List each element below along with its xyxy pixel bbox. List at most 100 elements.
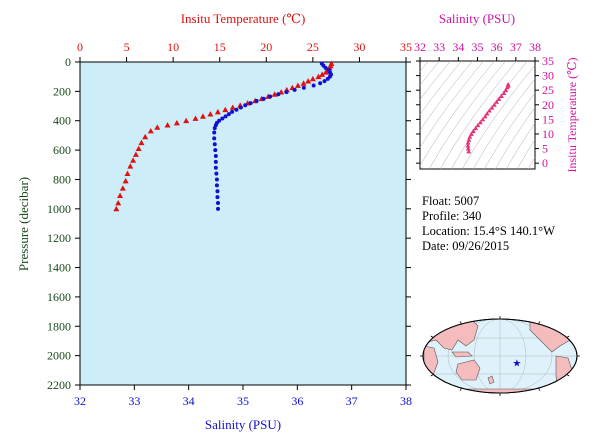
ts-salinity-tick-label: 35 <box>472 40 484 54</box>
salinity-point <box>216 200 221 205</box>
ts-temperature-tick-label: 15 <box>542 112 554 126</box>
ts-density-contour <box>420 61 429 72</box>
map-land-new-zealand <box>487 375 495 385</box>
ts-plot-area <box>419 60 536 170</box>
ts-salinity-tick-label: 34 <box>452 40 464 54</box>
ts-point <box>465 146 471 151</box>
ts-point <box>465 140 471 145</box>
salinity-tick-label: 37 <box>346 394 358 408</box>
ts-point <box>482 114 488 119</box>
ts-point <box>491 102 497 107</box>
salinity-point <box>292 87 297 92</box>
ts-point <box>467 134 473 139</box>
ts-point <box>473 125 478 131</box>
salinity-point <box>226 112 231 117</box>
pressure-tick-label: 200 <box>53 84 71 98</box>
ts-salinity-tick-label: 33 <box>433 40 445 54</box>
map-edge-ticks <box>420 316 580 396</box>
temperature-tick-label: 5 <box>124 40 130 54</box>
salinity-point <box>214 183 219 188</box>
ts-point <box>465 143 471 148</box>
map-edge-tick <box>538 321 541 325</box>
temperature-point <box>142 133 149 140</box>
temperature-point <box>222 106 229 113</box>
salinity-tick-label: 38 <box>400 394 412 408</box>
ts-density-contours <box>420 61 535 169</box>
ts-temperature-tick-label: 0 <box>542 156 548 170</box>
temperature-point <box>207 111 214 117</box>
ts-density-contour <box>420 61 473 131</box>
ts-density-contour <box>420 61 462 115</box>
temperature-point <box>154 124 161 130</box>
salinity-point <box>213 148 218 153</box>
temperature-point <box>199 113 206 119</box>
ts-density-contour <box>462 64 535 169</box>
salinity-point <box>234 107 239 112</box>
temperature-tick-label: 25 <box>307 40 319 54</box>
pressure-axis-title: Pressure (decibar) <box>16 177 31 271</box>
salinity-point <box>213 159 218 164</box>
profile-ticks: 0200400600800100012001400160018002000220… <box>47 40 412 408</box>
ts-salinity-axis-title: Salinity (PSU) <box>439 11 515 26</box>
temperature-point <box>173 119 180 126</box>
pressure-tick-label: 800 <box>53 172 71 186</box>
map-land-australia <box>455 359 481 381</box>
temperature-point <box>138 139 145 146</box>
temperature-point <box>214 108 221 115</box>
ts-point <box>494 99 500 104</box>
salinity-point <box>215 189 220 194</box>
temperature-point <box>300 80 307 86</box>
profile-number-text: Profile: 340 <box>422 209 482 223</box>
temperature-point <box>124 170 131 176</box>
temperature-point <box>117 192 124 199</box>
salinity-point <box>243 103 248 108</box>
ts-point <box>489 105 495 110</box>
salinity-point <box>216 206 221 211</box>
temperature-point <box>183 117 190 124</box>
pressure-tick-label: 1400 <box>47 261 71 275</box>
map-edge-tick <box>459 321 462 325</box>
temperature-point <box>294 82 301 88</box>
salinity-point <box>261 96 266 101</box>
salinity-point <box>220 116 225 121</box>
temperature-point <box>122 177 129 184</box>
ts-point <box>499 93 504 98</box>
salinity-point <box>318 81 323 86</box>
ts-density-contour <box>420 61 451 100</box>
ts-salinity-tick-label: 37 <box>510 40 522 54</box>
salinity-point <box>213 165 218 170</box>
float-id-text: Float: 5007 <box>422 194 480 208</box>
salinity-tick-label: 36 <box>291 394 303 408</box>
temperature-point <box>164 122 171 128</box>
pressure-tick-label: 600 <box>53 143 71 157</box>
map-edge-tick <box>459 387 462 391</box>
temperature-tick-label: 35 <box>400 40 412 54</box>
ts-density-contour <box>495 107 535 169</box>
temperature-tick-label: 30 <box>353 40 365 54</box>
ts-density-contour <box>506 122 535 169</box>
salinity-point <box>301 85 306 90</box>
ts-point <box>501 90 507 96</box>
temperature-point <box>135 145 142 152</box>
ts-point <box>486 108 492 113</box>
salinity-point <box>311 83 316 88</box>
ts-temperature-tick-label: 20 <box>542 98 554 112</box>
date-text: Date: 09/26/2015 <box>422 239 510 253</box>
map-land-indonesia <box>451 351 473 358</box>
salinity-tick-label: 35 <box>237 394 249 408</box>
temperature-point <box>309 75 316 82</box>
salinity-tick-label: 34 <box>183 394 195 408</box>
salinity-point <box>238 105 243 110</box>
map-edge-tick <box>430 335 434 338</box>
pressure-tick-label: 1200 <box>47 231 71 245</box>
temperature-point <box>271 91 278 97</box>
location-text: Location: 15.4°S 140.1°W <box>422 224 555 238</box>
ts-density-contour <box>528 156 535 169</box>
pressure-tick-label: 1000 <box>47 202 71 216</box>
float-location-marker: ★ <box>512 358 521 369</box>
salinity-point <box>284 90 289 95</box>
salinity-tick-label: 33 <box>128 394 140 408</box>
ts-density-contour <box>473 78 535 169</box>
salinity-point <box>230 109 235 114</box>
